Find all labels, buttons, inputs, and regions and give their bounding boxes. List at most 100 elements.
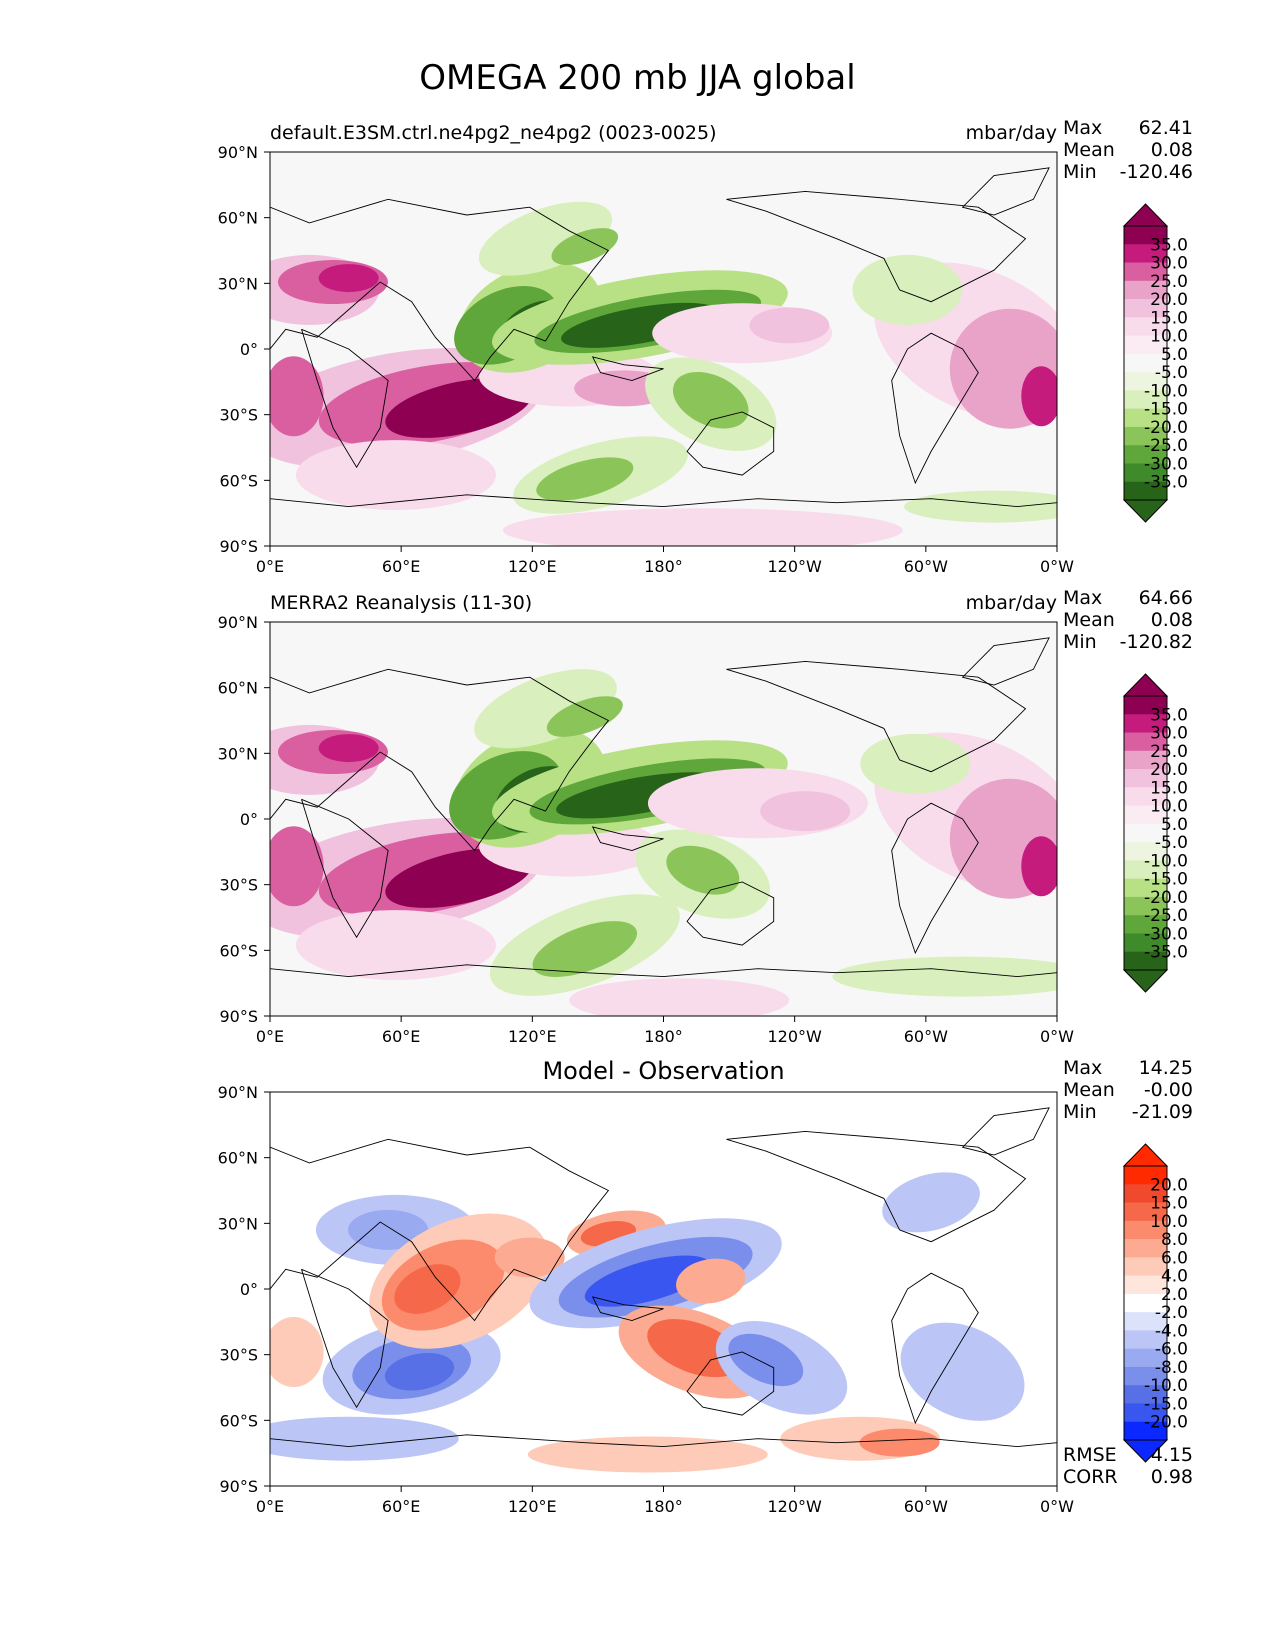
colorbar-segment (1124, 714, 1167, 734)
colorbar-label: 15.0 (1150, 308, 1188, 328)
colorbar-segment (1124, 805, 1167, 825)
colorbar-label: -35.0 (1144, 943, 1188, 963)
coastline (686, 1351, 775, 1416)
stat-row: Max 14.25 (1063, 1057, 1193, 1079)
y-tick-label: 30°N (218, 274, 258, 293)
stats-model: Max 62.41 Mean 0.08 Min -120.46 (1063, 117, 1193, 183)
coastline (270, 494, 1057, 508)
y-tick-label: 60°S (219, 941, 258, 960)
x-tick-label: 60°E (382, 1027, 420, 1046)
x-tick-label: 0°W (1040, 1497, 1074, 1516)
x-tick-label: 60°W (904, 557, 948, 576)
colorbar-label: 2.0 (1161, 1285, 1188, 1305)
stat-label: Min (1063, 161, 1097, 183)
field-contour (900, 1322, 1025, 1421)
coastline (270, 964, 1057, 978)
colorbar-segment (1124, 481, 1167, 501)
y-tick-label: 0° (240, 1280, 258, 1299)
colorbar-segment (1124, 299, 1167, 318)
colorbar-label: 20.0 (1150, 290, 1188, 310)
x-tick-label: 60°W (904, 1027, 948, 1046)
field-contour (394, 1264, 461, 1314)
colorbar-label: -20.0 (1144, 1413, 1188, 1433)
footer-stat-label: CORR (1063, 1466, 1118, 1488)
field-contour (860, 733, 971, 794)
coastline (891, 1272, 979, 1425)
footer-stat-row: RMSE 4.15 (1063, 1444, 1193, 1466)
field-contour (270, 826, 324, 907)
stats-reanalysis: Max 64.66 Mean 0.08 Min -120.82 (1063, 587, 1193, 653)
x-tick-label: 0°E (256, 557, 284, 576)
colorbar-label: 10.0 (1150, 1212, 1188, 1232)
colorbar-segment (1124, 1202, 1167, 1222)
colorbar-segment (1124, 1403, 1167, 1423)
footer-stat-row: CORR 0.98 (1063, 1466, 1193, 1488)
colorbar-segment (1124, 463, 1167, 483)
colorbar-label: 15.0 (1150, 778, 1188, 798)
colorbar-label: 10.0 (1150, 327, 1188, 347)
colorbar-segment (1124, 390, 1167, 410)
x-tick-label: 0°E (256, 1027, 284, 1046)
field-contour (1021, 366, 1057, 427)
stat-row: Min -120.46 (1063, 161, 1193, 183)
stat-row: Mean -0.00 (1063, 1079, 1193, 1101)
colorbar-label: 4.0 (1161, 1267, 1188, 1287)
colorbar-segment (1124, 226, 1167, 245)
y-tick-label: 90°N (218, 1083, 258, 1102)
stat-row: Max 64.66 (1063, 587, 1193, 609)
colorbar-label: -10.0 (1144, 1376, 1188, 1396)
colorbar-label: -15.0 (1144, 1394, 1188, 1414)
x-tick-label: 120°W (767, 1027, 822, 1046)
x-tick-label: 60°W (904, 1497, 948, 1516)
x-tick-label: 180° (644, 557, 683, 576)
colorbar-label: -25.0 (1144, 436, 1188, 456)
coastline (961, 637, 1050, 686)
stat-label: Mean (1063, 609, 1115, 631)
colorbar-segment (1124, 1312, 1167, 1331)
colorbar-label: -8.0 (1155, 1358, 1188, 1378)
colorbar-label: 35.0 (1150, 705, 1188, 725)
panel-title-center: Model - Observation (542, 1057, 784, 1085)
colorbar-label: 20.0 (1150, 760, 1188, 780)
colorbar-label: 30.0 (1150, 724, 1188, 744)
panel-title-left: default.E3SM.ctrl.ne4pg2_ne4pg2 (0023-00… (270, 122, 717, 144)
colorbar-segment (1124, 915, 1167, 934)
stat-row: Mean 0.08 (1063, 609, 1193, 631)
stat-value: 14.25 (1138, 1057, 1193, 1079)
coastline (270, 198, 610, 382)
field-contour (760, 791, 851, 832)
x-tick-label: 60°E (382, 1497, 420, 1516)
colorbar-segment (1124, 317, 1167, 337)
colorbar-segment (1124, 280, 1167, 300)
x-tick-label: 120°E (508, 1027, 557, 1046)
colorbar-label: -30.0 (1144, 924, 1188, 944)
coastline (591, 1296, 664, 1321)
coastline (726, 1130, 1027, 1243)
y-tick-label: 90°S (219, 537, 258, 556)
field-contour (318, 734, 379, 763)
coastline (891, 332, 979, 485)
field-contour (852, 254, 963, 325)
y-tick-label: 90°N (218, 143, 258, 162)
colorbar-segment (1124, 951, 1167, 971)
colorbar-segment (1124, 1166, 1167, 1185)
field-contour (318, 264, 379, 293)
stat-row: Mean 0.08 (1063, 139, 1193, 161)
field-contour (474, 669, 617, 749)
field-contours (270, 1107, 1057, 1473)
field-contour (270, 1416, 459, 1461)
colorbar-label: 15.0 (1150, 1194, 1188, 1214)
colorbar-label: -10.0 (1144, 851, 1188, 871)
stat-value: -21.09 (1131, 1101, 1193, 1123)
x-tick-label: 180° (644, 1027, 683, 1046)
colorbar-segment (1124, 408, 1167, 428)
y-tick-label: 30°N (218, 744, 258, 763)
field-contour (904, 490, 1057, 523)
colorbar-segment (1124, 769, 1167, 788)
coastline (270, 1138, 610, 1322)
stat-label: Max (1063, 117, 1103, 139)
colorbar-label: -20.0 (1144, 418, 1188, 438)
panel-units: mbar/day (966, 122, 1057, 144)
colorbar-segment (1124, 445, 1167, 464)
colorbar-label: 5.0 (1161, 815, 1188, 835)
